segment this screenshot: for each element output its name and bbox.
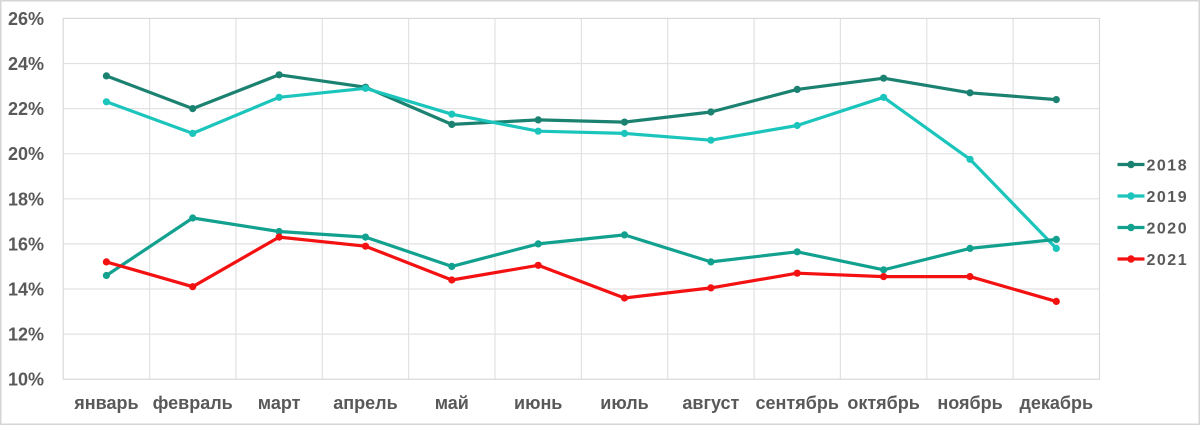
svg-text:октябрь: октябрь [847, 393, 920, 413]
svg-text:12%: 12% [8, 325, 44, 345]
svg-text:18%: 18% [8, 189, 44, 209]
svg-text:январь: январь [73, 393, 138, 413]
svg-text:февраль: февраль [153, 393, 233, 413]
svg-text:2021: 2021 [1147, 252, 1189, 269]
svg-text:апрель: апрель [333, 393, 397, 413]
svg-text:2019: 2019 [1147, 189, 1189, 206]
svg-text:март: март [258, 393, 301, 413]
svg-text:май: май [435, 393, 469, 413]
svg-text:август: август [682, 393, 739, 413]
svg-text:24%: 24% [8, 54, 44, 74]
svg-text:20%: 20% [8, 144, 44, 164]
svg-text:сентябрь: сентябрь [756, 393, 839, 413]
svg-text:14%: 14% [8, 280, 44, 300]
svg-text:10%: 10% [8, 370, 44, 390]
svg-text:2020: 2020 [1147, 220, 1189, 237]
svg-text:ноябрь: ноябрь [937, 393, 1002, 413]
svg-text:июль: июль [600, 393, 649, 413]
svg-text:2018: 2018 [1147, 157, 1189, 174]
svg-text:декабрь: декабрь [1019, 393, 1093, 413]
svg-text:22%: 22% [8, 99, 44, 119]
svg-text:июнь: июнь [514, 393, 562, 413]
svg-text:26%: 26% [8, 9, 44, 29]
svg-text:16%: 16% [8, 234, 44, 254]
